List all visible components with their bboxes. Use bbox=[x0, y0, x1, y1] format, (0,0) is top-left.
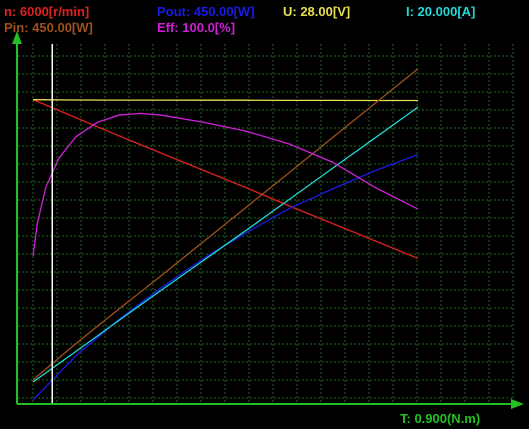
series-lines bbox=[32, 68, 419, 401]
x-axis-arrow bbox=[511, 399, 524, 409]
pin-label: Pin: 450.00[W] bbox=[4, 20, 93, 35]
y-axis-arrow bbox=[12, 31, 22, 44]
pout-label: Pout: 450.00[W] bbox=[157, 4, 255, 19]
eff-label: Eff: 100.0[%] bbox=[157, 20, 235, 35]
series-line-pin bbox=[32, 68, 419, 381]
series-line-current bbox=[32, 106, 419, 383]
series-line-speed bbox=[32, 99, 419, 260]
voltage-label: U: 28.00[V] bbox=[283, 4, 350, 19]
series-line-eff bbox=[32, 112, 419, 257]
grid bbox=[18, 44, 514, 403]
series-line-voltage bbox=[32, 99, 418, 102]
speed-label: n: 6000[r/min] bbox=[4, 4, 89, 19]
current-label: I: 20.000[A] bbox=[406, 4, 475, 19]
x-axis-label: T: 0.900(N.m) bbox=[400, 411, 480, 426]
axes bbox=[12, 31, 524, 409]
